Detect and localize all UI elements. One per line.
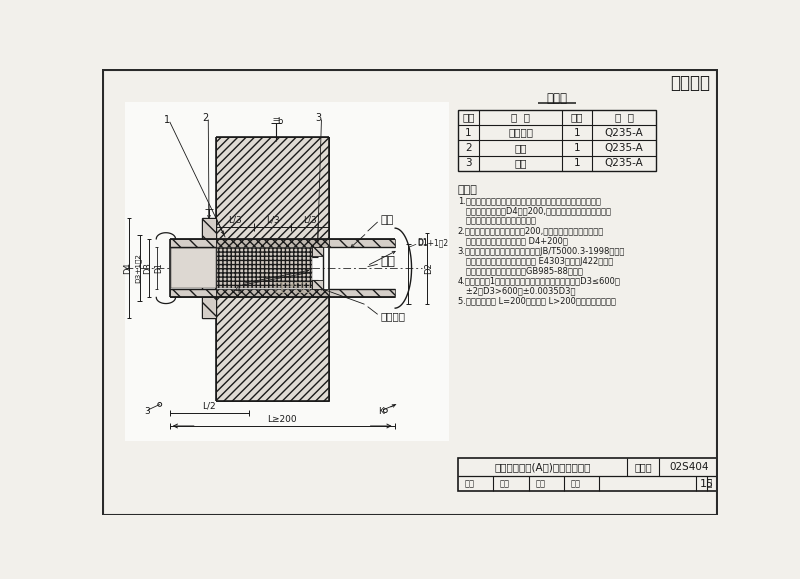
- Text: 石棉水泥: 石棉水泥: [381, 312, 406, 322]
- Text: D4: D4: [123, 262, 132, 274]
- Text: 坡口的基本形式与尺寸按照GB985-88执行．: 坡口的基本形式与尺寸按照GB985-88执行．: [458, 266, 582, 276]
- Text: L/2: L/2: [202, 401, 216, 411]
- Text: 3: 3: [144, 407, 150, 416]
- Text: 15: 15: [700, 479, 714, 489]
- Text: 页: 页: [706, 479, 711, 488]
- Bar: [458, 457, 718, 492]
- Text: 设计: 设计: [570, 479, 581, 488]
- Bar: [170, 239, 216, 247]
- Text: D2: D2: [424, 262, 433, 274]
- Text: 审核: 审核: [464, 479, 474, 488]
- Text: K: K: [378, 407, 384, 416]
- Text: 图集号: 图集号: [634, 462, 652, 472]
- Text: 1: 1: [466, 127, 472, 138]
- Text: D1: D1: [418, 238, 428, 247]
- Text: 校对: 校对: [500, 479, 510, 488]
- Text: 1: 1: [574, 143, 581, 153]
- Text: b: b: [278, 118, 283, 126]
- Text: L≥200: L≥200: [267, 415, 297, 424]
- Text: D3: D3: [143, 262, 152, 274]
- Text: 序号: 序号: [462, 112, 474, 122]
- Bar: [202, 218, 216, 239]
- Text: 钢管: 钢管: [381, 255, 396, 269]
- Text: 厚．加厚部分的直径至少为 D4+200．: 厚．加厚部分的直径至少为 D4+200．: [458, 237, 568, 245]
- Text: 钢制套管: 钢制套管: [508, 127, 534, 138]
- Text: 2: 2: [466, 143, 472, 153]
- Bar: [458, 109, 656, 171]
- Text: 数量: 数量: [571, 112, 583, 122]
- Text: 2.穿管处混凝土墙厚应不小于200,否则应使墙壁一边或两边加: 2.穿管处混凝土墙厚应不小于200,否则应使墙壁一边或两边加: [458, 226, 604, 236]
- Bar: [202, 298, 216, 318]
- Bar: [329, 289, 394, 298]
- Text: Q235-A: Q235-A: [605, 143, 643, 153]
- Text: 材料表: 材料表: [546, 92, 567, 105]
- Bar: [170, 248, 216, 288]
- Text: 挡圈: 挡圈: [514, 159, 527, 168]
- Text: 1.套管穿墙处如遇非混凝土墙壁时，应改用混凝土墙壁，其浇注: 1.套管穿墙处如遇非混凝土墙壁时，应改用混凝土墙壁，其浇注: [458, 196, 601, 206]
- Bar: [170, 248, 215, 288]
- Text: 2: 2: [202, 113, 208, 123]
- Text: 说明：: 说明：: [458, 185, 478, 195]
- Text: 5.套管的重量以 L=200计算，当 L>200时，应另行计算．: 5.套管的重量以 L=200计算，当 L>200时，应另行计算．: [458, 296, 616, 306]
- Text: D1: D1: [154, 263, 163, 273]
- Bar: [312, 247, 323, 256]
- Text: 圈应比翼环直径（D4）大200,而且必须将套管一次浇固于墙: 圈应比翼环直径（D4）大200,而且必须将套管一次浇固于墙: [458, 207, 610, 215]
- Text: 油麻: 油麻: [381, 215, 394, 225]
- Text: 核合: 核合: [535, 479, 545, 488]
- Text: 焊接采用手工电弧焊，焊条型号 E4303，牌号J422．焊缝: 焊接采用手工电弧焊，焊条型号 E4303，牌号J422．焊缝: [458, 256, 613, 266]
- Text: ±2，D3>600，±0.0035D3．: ±2，D3>600，±0.0035D3．: [458, 287, 575, 296]
- Text: D3+1～2: D3+1～2: [135, 253, 142, 283]
- Bar: [216, 289, 329, 298]
- Text: 1: 1: [164, 115, 170, 125]
- Bar: [216, 239, 329, 247]
- Text: 别性防水套管(A型)安装图（一）: 别性防水套管(A型)安装图（一）: [494, 462, 590, 472]
- Text: 材  料: 材 料: [614, 112, 634, 122]
- Text: 1: 1: [574, 159, 581, 168]
- Text: 1: 1: [574, 127, 581, 138]
- Bar: [216, 298, 329, 401]
- Text: L/3: L/3: [228, 216, 242, 225]
- Bar: [217, 248, 312, 288]
- Text: D1+1～2: D1+1～2: [418, 238, 449, 247]
- Bar: [216, 137, 329, 239]
- Text: 4.当套管（件1）采用卷制成型时，周长允许偏差为：D3≤600，: 4.当套管（件1）采用卷制成型时，周长允许偏差为：D3≤600，: [458, 277, 621, 285]
- Text: 3: 3: [315, 113, 322, 123]
- Bar: [125, 102, 449, 441]
- Text: Q235-A: Q235-A: [605, 159, 643, 168]
- Text: 翼环: 翼环: [514, 143, 527, 153]
- Text: 名  称: 名 称: [511, 112, 530, 122]
- Bar: [329, 239, 394, 247]
- Text: 久安管道: 久安管道: [670, 74, 710, 92]
- Text: 02S404: 02S404: [669, 462, 709, 472]
- Text: 3.焊接结构尺寸公差与形位公差按照JB/T5000.3-1998执行．: 3.焊接结构尺寸公差与形位公差按照JB/T5000.3-1998执行．: [458, 247, 625, 255]
- Text: 久安*管道: 久安*管道: [275, 281, 311, 294]
- Text: 4: 4: [234, 285, 241, 295]
- Text: Q235-A: Q235-A: [605, 127, 643, 138]
- Text: L/3: L/3: [303, 216, 317, 225]
- Bar: [312, 280, 323, 289]
- Text: 3: 3: [466, 159, 472, 168]
- Text: L/3: L/3: [266, 216, 279, 225]
- Text: 内．套管内的填料应紧密搞实．: 内．套管内的填料应紧密搞实．: [458, 217, 536, 226]
- Bar: [170, 289, 216, 298]
